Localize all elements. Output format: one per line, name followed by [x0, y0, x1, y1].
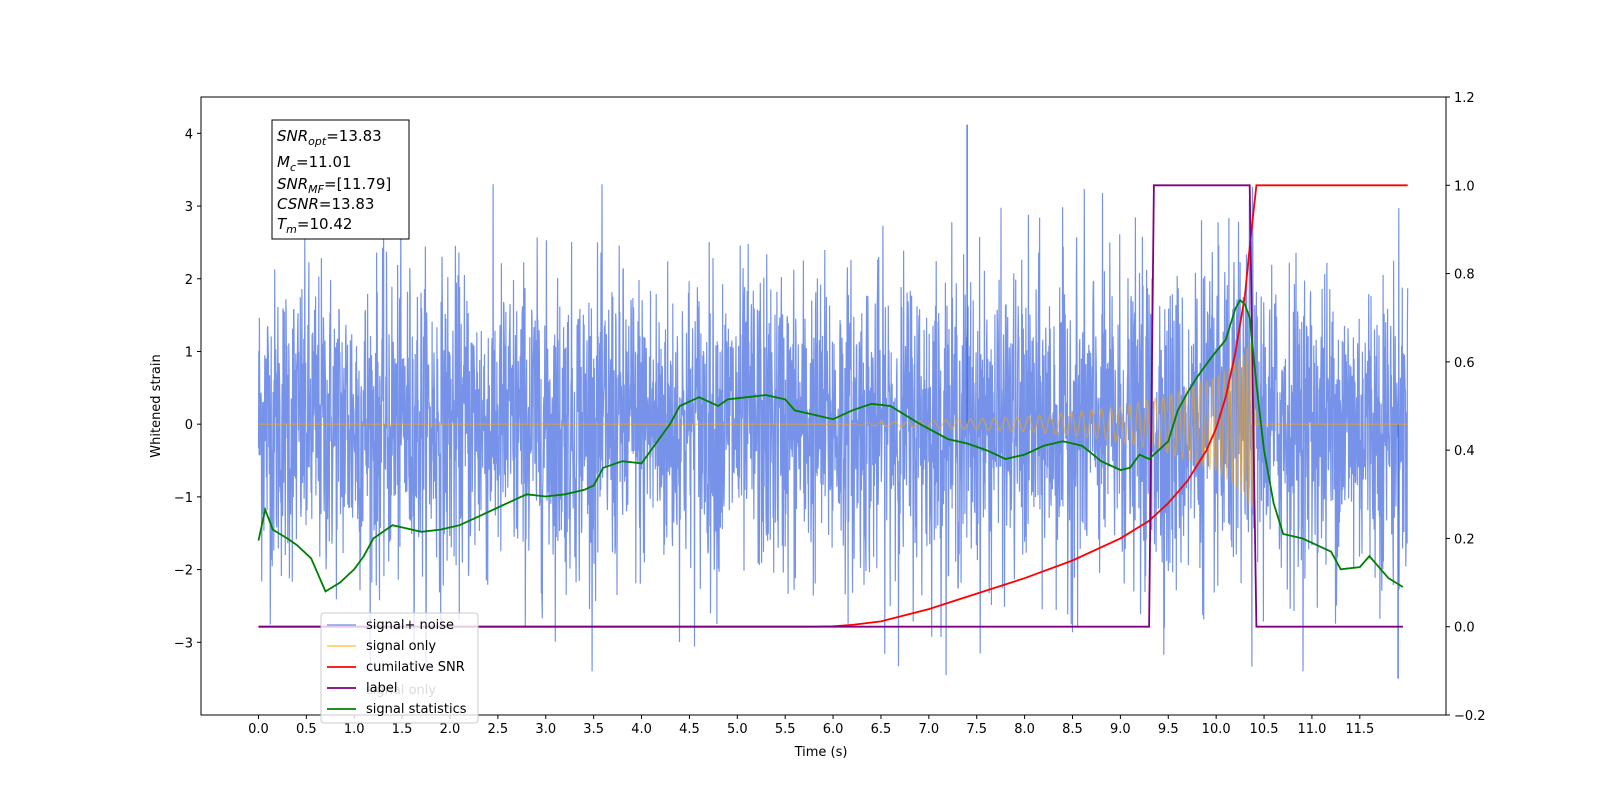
x-axis-ticks: 0.0 0.5 1.0 1.5 2.0 2.5 3.0 3.5 4.0 4.5 5.0 5.5 6.0 6…: [248, 715, 1374, 737]
signal-only-line: [258, 343, 1408, 508]
y-tick-label: 0: [185, 418, 193, 433]
right-axis-series: [257, 184, 1408, 628]
cumulative-snr-line: [258, 184, 1408, 628]
y-axis-ticks: −3 −2 −1 0 1 2 3 4: [174, 127, 201, 651]
legend-frame: [320, 612, 479, 724]
annotation-line: Tm=10.42: [277, 215, 352, 236]
legend-label: signal statistics: [366, 702, 467, 717]
y2-tick-label: 0.8: [1454, 268, 1475, 283]
x-tick-label: 2.0: [440, 722, 461, 737]
y-tick-label: −3: [174, 636, 193, 651]
annotation-line: SNRopt=13.83: [277, 127, 382, 148]
x-tick-label: 1.5: [392, 722, 413, 737]
signal-noise-line: [257, 184, 1409, 676]
annotation-line: SNRMF=[11.79]: [277, 175, 391, 196]
x-tick-label: 7.5: [966, 722, 987, 737]
x-tick-label: 5.5: [775, 722, 796, 737]
y-tick-label: 2: [185, 273, 193, 288]
x-tick-label: 11.0: [1297, 722, 1326, 737]
annotation-line: CSNR=13.83: [277, 195, 374, 213]
y2-tick-label: 0.2: [1454, 532, 1475, 547]
label-line: [258, 184, 1403, 628]
legend-label: cumilative SNR: [366, 660, 465, 675]
x-tick-label: 4.0: [631, 722, 652, 737]
x-tick-label: 3.0: [535, 722, 556, 737]
stats-annotation-box: SNRopt=13.83 Mc=11.01SNRMF=[11.79]CSNR=13…: [271, 119, 410, 240]
x-axis-label: Time (s): [794, 745, 848, 760]
x-tick-label: 6.5: [871, 722, 892, 737]
y-tick-label: −2: [174, 564, 193, 579]
x-tick-label: 7.0: [919, 722, 940, 737]
x-tick-label: 0.0: [248, 722, 269, 737]
y-tick-label: 1: [185, 345, 193, 360]
x-tick-label: 8.0: [1014, 722, 1035, 737]
x-tick-label: 6.0: [823, 722, 844, 737]
x-tick-label: 1.0: [344, 722, 365, 737]
y-axis-label: Whitened strain: [149, 354, 164, 457]
hidden-legend-text: signal only: [366, 683, 436, 698]
y2-tick-label: 1.2: [1454, 91, 1475, 106]
x-tick-label: 10.0: [1202, 722, 1231, 737]
x-tick-label: 8.5: [1062, 722, 1083, 737]
x-tick-label: 5.0: [727, 722, 748, 737]
x-tick-label: 9.0: [1110, 722, 1131, 737]
y2-tick-label: 0.4: [1454, 444, 1475, 459]
series-signal-noise: [257, 124, 1409, 679]
y2-axis-ticks: −0.2 0.0 0.2 0.4 0.6 0.8 1.0 1.2: [1446, 91, 1486, 724]
y2-tick-label: −0.2: [1454, 709, 1486, 724]
y2-tick-label: 0.6: [1454, 356, 1475, 371]
legend-label: label: [366, 681, 397, 696]
plot-frame: [200, 96, 1447, 716]
x-tick-label: 2.5: [488, 722, 509, 737]
x-tick-label: 10.5: [1250, 722, 1279, 737]
annotation-line: Mc=11.01: [277, 153, 352, 174]
y-tick-label: 4: [185, 127, 193, 142]
y-tick-label: 3: [185, 200, 193, 215]
legend: signal only signal+ noise signal only cumil…: [320, 612, 479, 724]
annotation-frame: [271, 119, 410, 240]
x-tick-label: 3.5: [583, 722, 604, 737]
y2-tick-label: 0.0: [1454, 621, 1475, 636]
x-tick-label: 4.5: [679, 722, 700, 737]
y2-tick-label: 1.0: [1454, 179, 1475, 194]
legend-label: signal only: [366, 639, 436, 654]
series-signal-only: [258, 343, 1408, 508]
signal-statistics-line: [257, 298, 1404, 593]
legend-label: signal+ noise: [366, 618, 454, 633]
x-tick-label: 9.5: [1158, 722, 1179, 737]
x-tick-label: 11.5: [1345, 722, 1374, 737]
y-tick-label: −1: [174, 491, 193, 506]
x-tick-label: 0.5: [296, 722, 317, 737]
